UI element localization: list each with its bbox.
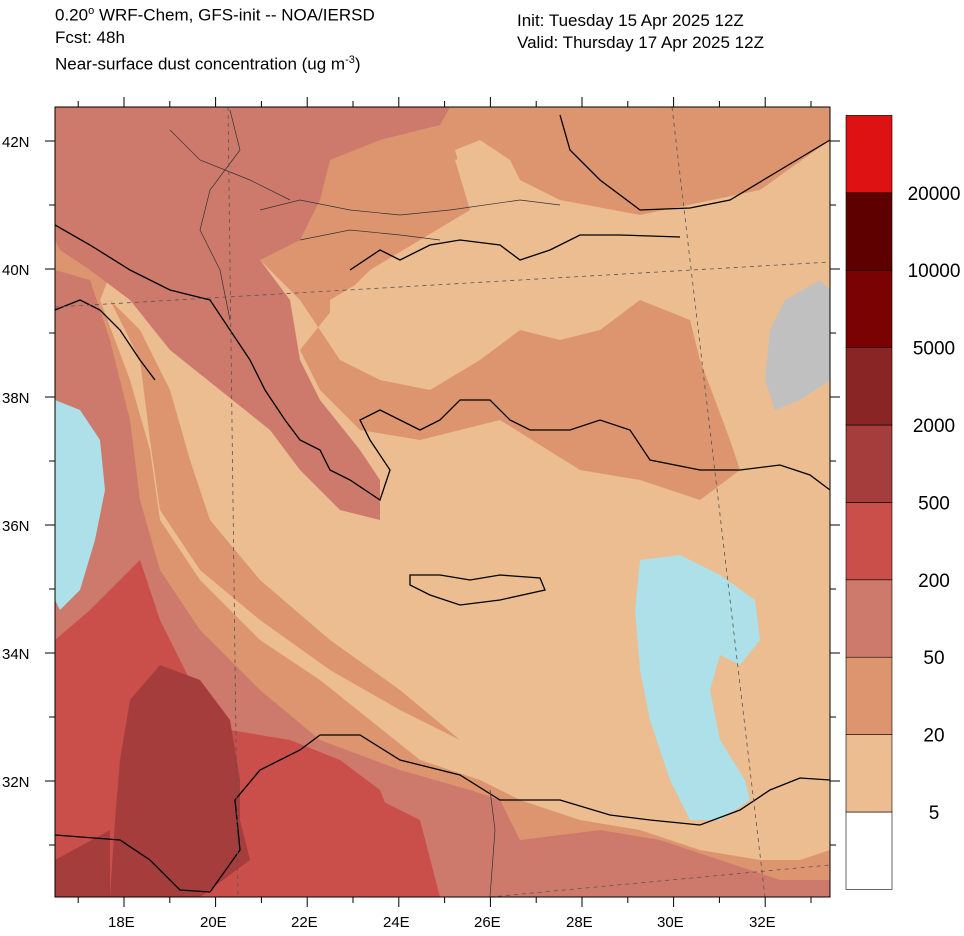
init-time: Init: Tuesday 15 Apr 2025 12Z: [517, 11, 744, 30]
lon-label-24e: 24E: [383, 914, 410, 931]
graticule: [55, 107, 830, 897]
colorbar-bin-5: [845, 424, 893, 503]
lat-label-34n: 34N: [2, 646, 30, 663]
dust-field: [55, 107, 830, 897]
lon-label-30e: 30E: [657, 914, 684, 931]
latitude-labels: 42N 40N 38N 36N 34N 32N: [2, 134, 30, 791]
coastlines: [55, 114, 830, 893]
colorbar-bin-4: [845, 502, 893, 581]
lon-label-18e: 18E: [108, 914, 135, 931]
colorbar: 5 20 50 200 500 2000 5000 10000 20000: [845, 115, 961, 890]
lat-label-36n: 36N: [2, 518, 30, 535]
lat-label-42n: 42N: [2, 134, 30, 151]
colorbar-bin-2: [845, 656, 893, 735]
title-forecast-line: Fcst: 48h: [55, 27, 125, 47]
lon-label-28e: 28E: [566, 914, 593, 931]
colorbar-label-5: 5: [929, 803, 940, 824]
colorbar-bin-3: [845, 579, 893, 658]
colorbar-bin-0: [845, 811, 893, 890]
colorbar-bin-9: [845, 115, 893, 194]
colorbar-label-5000: 5000: [913, 339, 955, 360]
colorbar-bin-6: [845, 347, 893, 426]
colorbar-label-2000: 2000: [913, 416, 955, 437]
colorbar-label-500: 500: [918, 493, 950, 514]
lat-label-32n: 32N: [2, 774, 30, 791]
lat-label-38n: 38N: [2, 390, 30, 407]
colorbar-label-20000: 20000: [908, 184, 961, 205]
valid-time: Valid: Thursday 17 Apr 2025 12Z: [517, 33, 764, 52]
title-variable-line: Near-surface dust concentration (ug m-3): [55, 53, 361, 74]
colorbar-label-10000: 10000: [908, 261, 961, 282]
colorbar-label-50: 50: [923, 648, 944, 669]
lon-label-26e: 26E: [474, 914, 501, 931]
colorbar-label-200: 200: [918, 571, 950, 592]
lat-label-40n: 40N: [2, 262, 30, 279]
axis-ticks: [45, 97, 840, 907]
lon-label-20e: 20E: [200, 914, 227, 931]
map-time-info: Init: Tuesday 15 Apr 2025 12Z Valid: Thu…: [517, 10, 764, 54]
longitude-labels: 18E 20E 22E 24E 26E 28E 30E 32E: [108, 914, 776, 931]
borders: [169, 109, 561, 897]
lon-label-22e: 22E: [291, 914, 318, 931]
colorbar-label-20: 20: [923, 726, 944, 747]
lon-label-32e: 32E: [749, 914, 776, 931]
title-model-line: 0.20o WRF-Chem, GFS-init -- NOA/IERSD: [55, 5, 375, 25]
map-frame: [54, 106, 831, 898]
map-title: 0.20o WRF-Chem, GFS-init -- NOA/IERSD Fc…: [55, 0, 375, 75]
colorbar-bin-8: [845, 192, 893, 271]
colorbar-bin-7: [845, 269, 893, 348]
colorbar-bin-1: [845, 734, 893, 813]
